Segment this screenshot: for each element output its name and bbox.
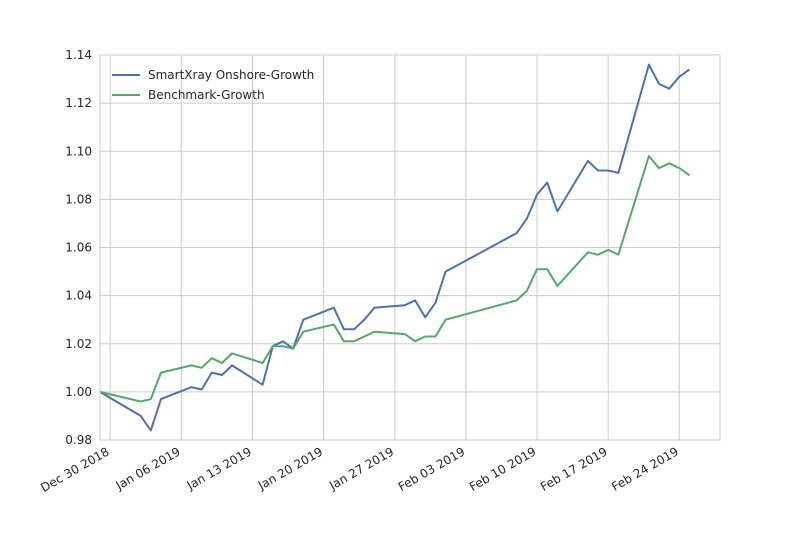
x-tick-label: Feb 17 2019 (538, 444, 610, 493)
plot-frame (99, 54, 721, 441)
y-tick-label: 0.98 (65, 433, 92, 447)
legend-label: Benchmark-Growth (148, 88, 265, 102)
series-line-1 (99, 63, 691, 432)
y-tick-label: 1.10 (65, 144, 92, 158)
y-tick-label: 1.14 (65, 48, 92, 62)
y-tick-label: 1.06 (65, 241, 92, 255)
x-tick-label: Jan 13 2019 (184, 444, 254, 493)
x-tick-label: Jan 27 2019 (326, 444, 396, 493)
x-axis-tick-labels: Dec 30 2018 Jan 06 2019 Jan 13 2019 Jan 20 … (38, 444, 681, 495)
series-line-2 (99, 155, 691, 403)
x-tick-label: Dec 30 2018 (38, 444, 111, 494)
y-tick-label: 1.12 (65, 96, 92, 110)
x-tick-label: Jan 20 2019 (255, 444, 325, 493)
y-tick-label: 1.08 (65, 192, 92, 206)
y-axis-tick-labels: 0.98 1.00 1.02 1.04 1.06 1.08 1.10 1.12 1.14 (65, 48, 92, 447)
x-tick-label: Jan 06 2019 (113, 444, 183, 493)
y-tick-label: 1.00 (65, 385, 92, 399)
x-tick-label: Feb 03 2019 (396, 444, 468, 493)
x-tick-label: Feb 24 2019 (609, 444, 681, 493)
x-tick-label: Feb 10 2019 (467, 444, 539, 493)
y-tick-label: 1.04 (65, 289, 92, 303)
series-lines (99, 63, 691, 432)
y-tick-label: 1.02 (65, 337, 92, 351)
legend-label: SmartXray Onshore-Growth (148, 68, 314, 82)
legend: SmartXray Onshore-Growth Benchmark-Growth (112, 68, 314, 102)
